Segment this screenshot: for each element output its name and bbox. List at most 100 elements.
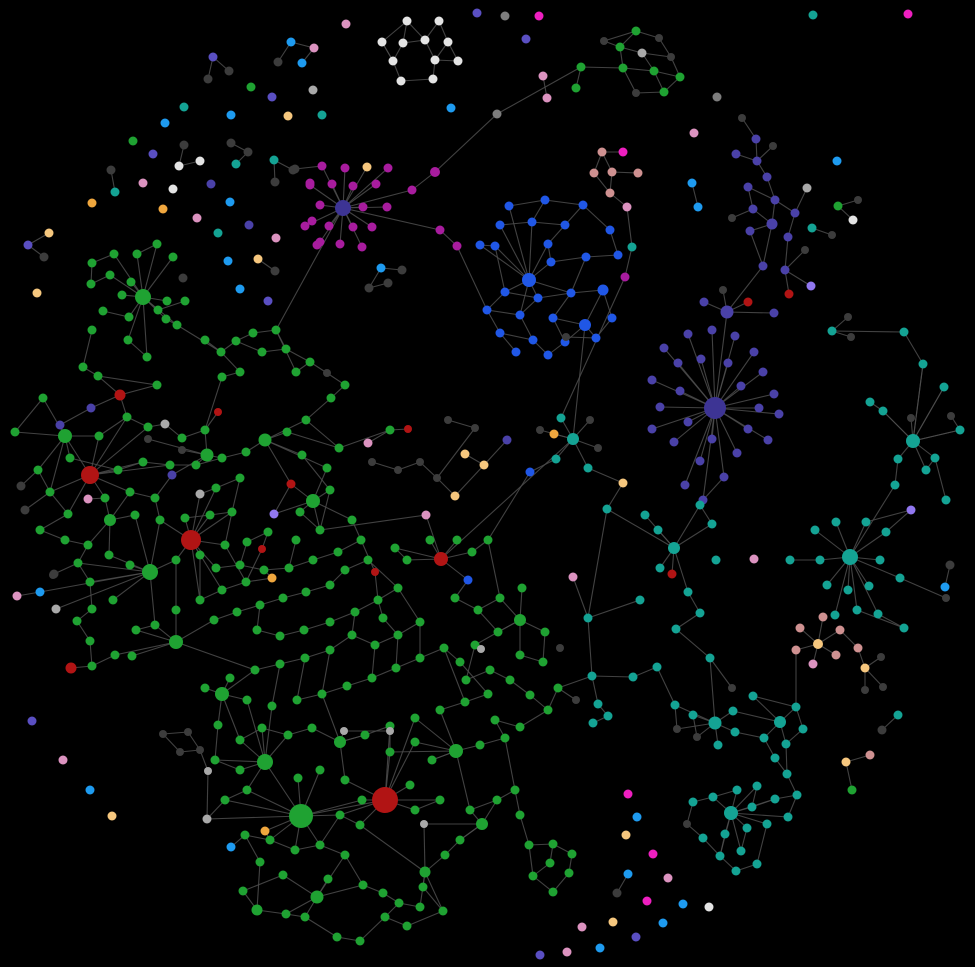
graph-node[interactable] <box>300 912 310 922</box>
graph-node[interactable] <box>873 609 883 619</box>
graph-node[interactable] <box>155 515 165 525</box>
graph-node[interactable] <box>44 228 54 238</box>
graph-node[interactable] <box>58 755 68 765</box>
graph-node[interactable] <box>168 252 178 262</box>
graph-node[interactable] <box>350 607 360 617</box>
graph-node[interactable] <box>299 625 309 635</box>
graph-node[interactable] <box>217 585 227 595</box>
graph-node[interactable] <box>758 261 768 271</box>
graph-node[interactable] <box>450 491 460 501</box>
graph-node[interactable] <box>707 434 717 444</box>
graph-node[interactable] <box>751 134 761 144</box>
graph-node[interactable] <box>593 699 603 709</box>
graph-node[interactable] <box>795 623 805 633</box>
graph-node[interactable] <box>269 155 279 165</box>
graph-node[interactable] <box>556 413 566 423</box>
graph-node[interactable] <box>588 718 598 728</box>
graph-node[interactable] <box>808 659 818 669</box>
graph-node[interactable] <box>286 479 296 489</box>
graph-node[interactable] <box>483 535 493 545</box>
graph-node[interactable] <box>548 839 558 849</box>
graph-node[interactable] <box>226 110 236 120</box>
graph-node[interactable] <box>452 241 462 251</box>
graph-node[interactable] <box>300 221 310 231</box>
graph-node[interactable] <box>623 789 633 799</box>
graph-node[interactable] <box>322 463 332 473</box>
graph-node[interactable] <box>525 690 535 700</box>
graph-node[interactable] <box>831 650 841 660</box>
graph-node[interactable] <box>766 218 778 230</box>
graph-node[interactable] <box>460 697 470 707</box>
graph-node[interactable] <box>907 414 915 422</box>
graph-node[interactable] <box>835 625 845 635</box>
graph-node[interactable] <box>390 543 400 553</box>
graph-node[interactable] <box>719 472 729 482</box>
graph-node[interactable] <box>402 16 412 26</box>
graph-node[interactable] <box>770 794 780 804</box>
graph-node[interactable] <box>832 156 842 166</box>
graph-node[interactable] <box>241 447 251 457</box>
graph-node[interactable] <box>158 204 168 214</box>
graph-node[interactable] <box>490 241 500 251</box>
graph-node[interactable] <box>745 226 755 236</box>
graph-node[interactable] <box>308 85 318 95</box>
graph-node[interactable] <box>252 625 262 635</box>
graph-node[interactable] <box>348 181 358 191</box>
graph-node[interactable] <box>695 456 705 466</box>
graph-node[interactable] <box>27 716 37 726</box>
graph-node[interactable] <box>267 573 277 583</box>
graph-node[interactable] <box>415 617 425 627</box>
graph-node[interactable] <box>370 640 380 650</box>
graph-node[interactable] <box>695 608 705 618</box>
graph-node[interactable] <box>117 290 127 300</box>
graph-node[interactable] <box>257 723 267 733</box>
graph-node[interactable] <box>754 403 764 413</box>
graph-node[interactable] <box>235 765 245 775</box>
graph-node[interactable] <box>848 215 858 225</box>
graph-node[interactable] <box>524 840 534 850</box>
graph-node[interactable] <box>659 87 669 97</box>
graph-node[interactable] <box>556 644 564 652</box>
graph-node[interactable] <box>538 71 548 81</box>
graph-node[interactable] <box>347 515 357 525</box>
graph-node[interactable] <box>105 270 115 280</box>
graph-node[interactable] <box>160 419 170 429</box>
graph-node[interactable] <box>712 92 722 102</box>
graph-node[interactable] <box>378 888 388 898</box>
graph-node[interactable] <box>628 672 638 682</box>
graph-node[interactable] <box>595 943 605 953</box>
graph-node[interactable] <box>545 858 555 868</box>
graph-node[interactable] <box>770 195 780 205</box>
graph-node[interactable] <box>698 833 708 843</box>
graph-node[interactable] <box>578 200 588 210</box>
graph-node[interactable] <box>774 716 786 728</box>
graph-node[interactable] <box>455 835 465 845</box>
graph-node[interactable] <box>241 577 251 587</box>
graph-node[interactable] <box>583 463 593 473</box>
graph-node[interactable] <box>861 517 871 527</box>
graph-node[interactable] <box>267 701 277 711</box>
graph-node[interactable] <box>235 367 245 377</box>
graph-node[interactable] <box>551 454 561 464</box>
graph-node[interactable] <box>490 715 500 725</box>
graph-node[interactable] <box>65 453 75 463</box>
graph-node[interactable] <box>215 687 229 701</box>
graph-node[interactable] <box>759 733 769 743</box>
graph-node[interactable] <box>538 657 548 667</box>
graph-node[interactable] <box>12 591 22 601</box>
graph-node[interactable] <box>176 748 184 756</box>
graph-node[interactable] <box>144 435 152 443</box>
graph-node[interactable] <box>631 26 641 36</box>
graph-node[interactable] <box>128 136 138 146</box>
graph-node[interactable] <box>841 757 851 767</box>
graph-node[interactable] <box>517 583 527 593</box>
graph-node[interactable] <box>675 72 685 82</box>
graph-node[interactable] <box>652 662 662 672</box>
graph-node[interactable] <box>728 214 736 222</box>
graph-node[interactable] <box>214 408 222 416</box>
graph-node[interactable] <box>940 582 950 592</box>
graph-node[interactable] <box>655 34 663 42</box>
graph-node[interactable] <box>670 700 680 710</box>
graph-node[interactable] <box>693 202 703 212</box>
graph-node[interactable] <box>269 509 279 519</box>
